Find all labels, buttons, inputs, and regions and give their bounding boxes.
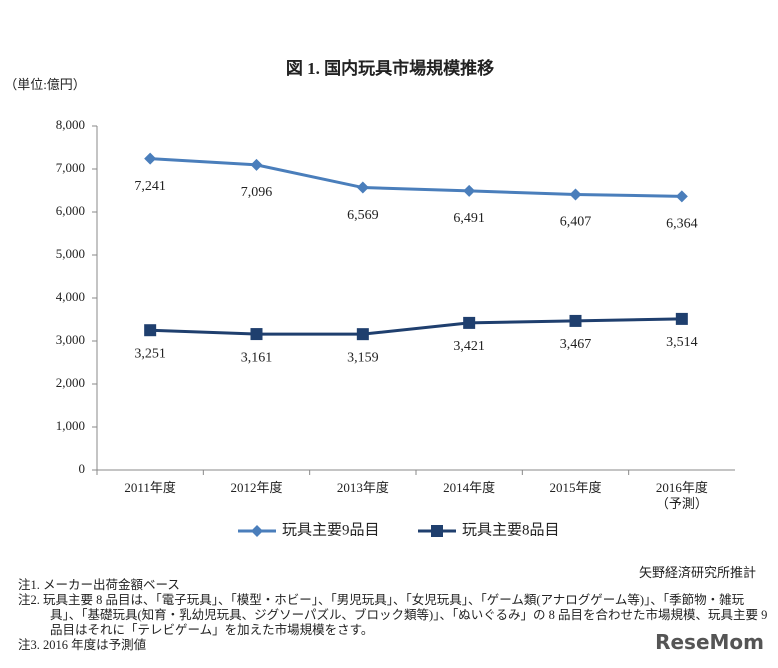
y-tick-label: 4,000 xyxy=(56,289,85,304)
marker xyxy=(250,328,263,341)
y-tick-label: 1,000 xyxy=(56,418,85,433)
marker xyxy=(675,312,688,325)
notes: 注1. メーカー出荷金額ベース 注2. 玩具主要 8 品目は、「電子玩具」、「模型… xyxy=(18,578,770,653)
x-tick-label: 2012年度 xyxy=(230,480,282,495)
marker xyxy=(569,188,582,201)
value-label: 3,161 xyxy=(241,350,273,365)
x-tick-label: 2016年度 xyxy=(656,480,708,495)
source: 矢野経済研究所推計 xyxy=(638,565,756,580)
note: 注1. メーカー出荷金額ベース xyxy=(18,578,180,592)
y-tick-label: 2,000 xyxy=(56,375,85,390)
note: 注2. 玩具主要 8 品目は、「電子玩具」、「模型・ホビー」、「男児玩具」、「女… xyxy=(18,593,768,637)
value-label: 3,159 xyxy=(347,350,379,365)
note: 注3. 2016 年度は予測値 xyxy=(18,638,147,652)
marker xyxy=(251,525,263,537)
marker xyxy=(356,181,369,194)
y-axis-label: （単位:億円） xyxy=(4,77,86,92)
marker xyxy=(463,316,476,329)
series-line xyxy=(150,157,682,198)
x-tick-label: 2011年度 xyxy=(124,480,176,495)
logo: ReseMom xyxy=(655,630,764,654)
y-tick-label: 7,000 xyxy=(56,160,85,175)
value-label: 3,421 xyxy=(453,339,485,354)
x-tick-note: （予測） xyxy=(656,496,708,511)
marker xyxy=(463,184,476,197)
value-label: 6,491 xyxy=(453,211,485,226)
y-tick-label: 6,000 xyxy=(56,203,85,218)
x-tick-label: 2015年度 xyxy=(549,480,601,495)
chart-title: 図 1. 国内玩具市場規模推移 xyxy=(286,58,494,78)
y-tick-label: 8,000 xyxy=(56,117,85,132)
y-tick-label: 0 xyxy=(79,461,86,476)
x-tick-label: 2014年度 xyxy=(443,480,495,495)
value-label: 6,364 xyxy=(666,217,698,232)
legend-label: 玩具主要9品目 xyxy=(282,521,380,538)
marker xyxy=(144,152,157,165)
value-label: 7,096 xyxy=(241,185,273,200)
value-label: 6,407 xyxy=(560,215,592,230)
marker xyxy=(144,324,157,337)
marker xyxy=(431,525,443,537)
x-tick-label: 2013年度 xyxy=(337,480,389,495)
value-label: 3,514 xyxy=(666,335,698,350)
value-label: 7,241 xyxy=(134,179,166,194)
marker xyxy=(569,314,582,327)
series-line xyxy=(150,317,682,336)
legend-label: 玩具主要8品目 xyxy=(462,521,560,538)
value-label: 3,251 xyxy=(134,346,166,361)
y-tick-label: 3,000 xyxy=(56,332,85,347)
marker xyxy=(250,158,263,171)
y-tick-label: 5,000 xyxy=(56,246,85,261)
marker xyxy=(356,328,369,341)
value-label: 6,569 xyxy=(347,208,379,223)
value-label: 3,467 xyxy=(560,337,592,352)
marker xyxy=(675,190,688,203)
